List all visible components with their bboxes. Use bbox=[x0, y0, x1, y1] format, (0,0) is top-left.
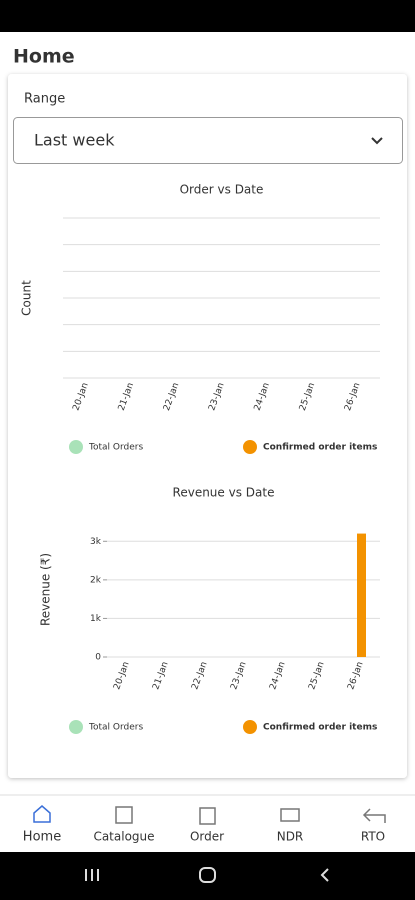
range-label: Range bbox=[24, 92, 65, 107]
system-nav bbox=[0, 852, 415, 900]
legend-swatch bbox=[69, 720, 83, 734]
bar bbox=[357, 533, 366, 657]
chart-title: Revenue vs Date bbox=[173, 486, 275, 500]
page-title: Home bbox=[13, 46, 75, 68]
legend-label: Total Orders bbox=[88, 443, 143, 453]
nav-label[interactable]: NDR bbox=[277, 830, 304, 844]
dropdown-value[interactable]: Last week bbox=[34, 131, 115, 150]
app-bar bbox=[0, 32, 415, 80]
chart-title: Order vs Date bbox=[180, 183, 264, 197]
legend-label: Total Orders bbox=[88, 723, 143, 733]
y-tick-label: 0 bbox=[95, 653, 101, 663]
home-icon[interactable] bbox=[33, 805, 51, 823]
recent-button[interactable] bbox=[85, 869, 99, 881]
legend-swatch bbox=[69, 440, 83, 454]
y-tick-label: 3k bbox=[90, 537, 102, 547]
y-axis-label: Count bbox=[20, 280, 34, 316]
back-button[interactable] bbox=[320, 868, 329, 882]
range-dropdown[interactable]: Last week bbox=[13, 117, 403, 164]
y-tick-label: 2k bbox=[90, 575, 102, 585]
legend-label: Confirmed order items bbox=[263, 443, 377, 453]
catalogue-icon[interactable] bbox=[115, 806, 133, 824]
y-tick-label: 1k bbox=[90, 614, 102, 624]
home-button[interactable] bbox=[199, 867, 216, 883]
card bbox=[8, 74, 407, 778]
rto-icon[interactable] bbox=[362, 808, 386, 823]
nav-label[interactable]: Home bbox=[23, 830, 61, 845]
nav-label[interactable]: Catalogue bbox=[93, 830, 154, 844]
nav-label[interactable]: RTO bbox=[361, 830, 385, 844]
y-axis-label: Revenue (₹) bbox=[39, 553, 53, 626]
chevron[interactable] bbox=[371, 137, 383, 145]
legend-swatch bbox=[243, 720, 257, 734]
ndr-icon[interactable] bbox=[280, 808, 300, 822]
legend-swatch bbox=[243, 440, 257, 454]
status-bar bbox=[0, 0, 415, 32]
legend-label: Confirmed order items bbox=[263, 723, 377, 733]
nav-label[interactable]: Order bbox=[190, 830, 224, 844]
order-icon[interactable] bbox=[199, 807, 216, 825]
dropdown-box[interactable] bbox=[13, 117, 403, 164]
